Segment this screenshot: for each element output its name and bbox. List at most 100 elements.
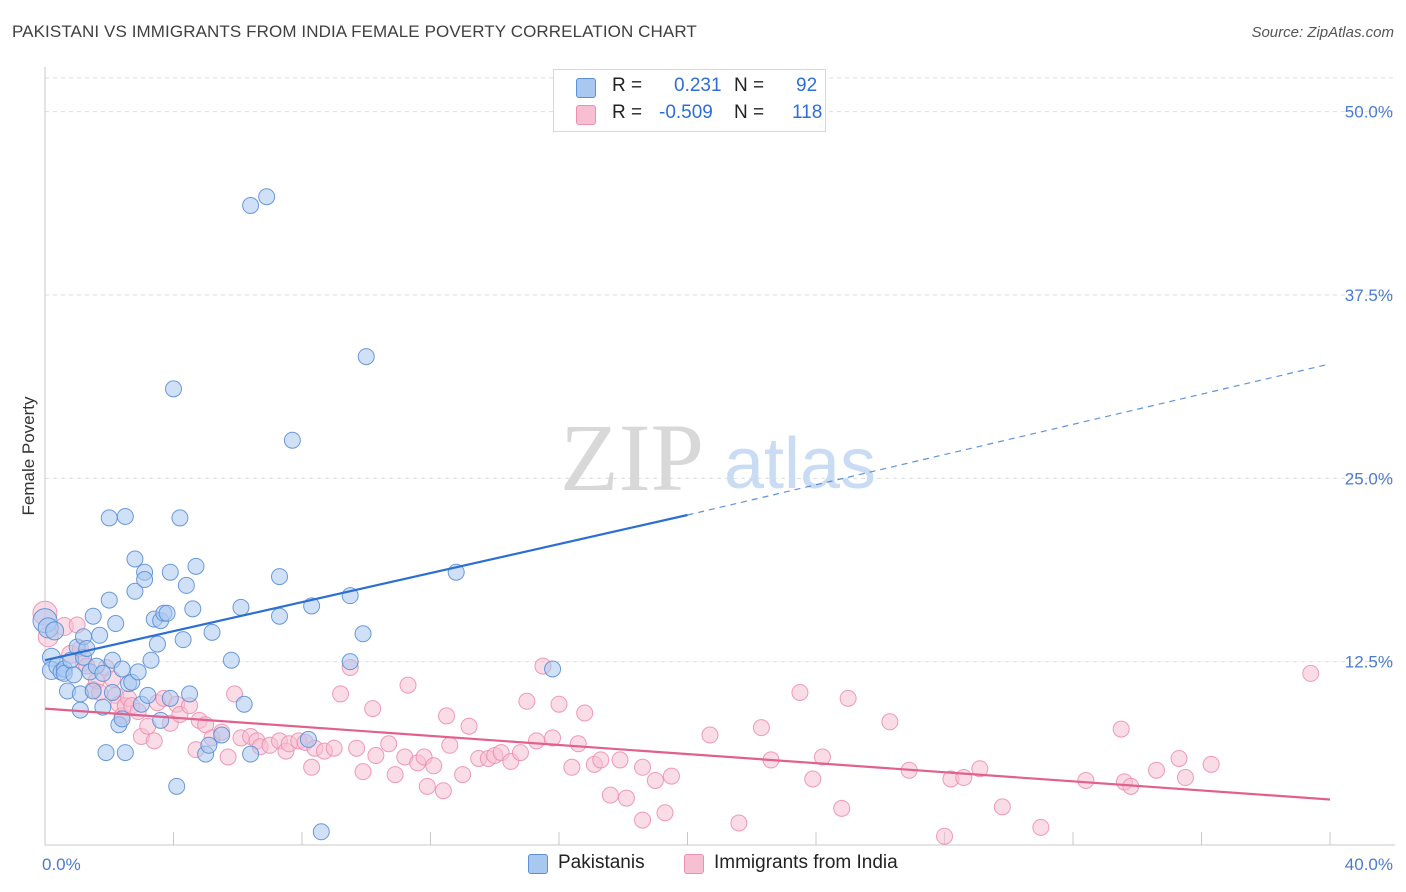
india-point	[752, 719, 770, 737]
india-point	[646, 771, 664, 789]
pakistani-point	[126, 582, 144, 600]
india-point	[544, 729, 562, 747]
y-tick-label: 12.5%	[1345, 653, 1393, 672]
series-label: Immigrants from India	[714, 852, 898, 873]
pakistani-point	[126, 550, 144, 568]
pakistani-point	[184, 600, 202, 618]
pakistani-point	[203, 623, 221, 641]
pakistani-point	[242, 745, 260, 763]
india-point	[441, 736, 459, 754]
pakistani-point	[152, 711, 170, 729]
y-tick-label: 37.5%	[1345, 286, 1393, 305]
pakistanis-trend-extension	[687, 363, 1331, 516]
pakistani-point	[171, 509, 189, 527]
india-point	[634, 758, 652, 776]
pakistani-point	[200, 736, 218, 754]
india-point	[813, 748, 831, 766]
india-point	[303, 758, 321, 776]
india-point	[993, 798, 1011, 816]
india-point	[617, 789, 635, 807]
legend-n-value: 92	[796, 75, 818, 96]
india-point	[634, 811, 652, 829]
grid-lines	[45, 77, 1395, 663]
pakistani-point	[148, 635, 166, 653]
india-point	[511, 744, 529, 762]
legend-r-value: 0.231	[674, 75, 722, 96]
y-tick-label: 50.0%	[1345, 103, 1393, 122]
pakistani-point	[94, 698, 112, 716]
pakistani-point	[100, 591, 118, 609]
india-point	[425, 757, 443, 775]
pakistani-point	[97, 744, 115, 762]
pakistani-point	[258, 188, 276, 206]
y-tick-label: 25.0%	[1345, 469, 1393, 488]
india-point	[839, 689, 857, 707]
pakistani-point	[161, 563, 179, 581]
india-point	[219, 748, 237, 766]
immigrants-india-points	[32, 600, 1320, 845]
pakistanis-trend-line	[44, 513, 688, 662]
watermark-atlas: atlas	[724, 424, 876, 504]
india-point	[592, 751, 610, 769]
india-point	[576, 704, 594, 722]
india-point	[550, 695, 568, 713]
india-point	[518, 692, 536, 710]
pakistani-point	[283, 431, 301, 449]
india-point	[730, 814, 748, 832]
pakistani-point	[161, 689, 179, 707]
pakistani-point	[103, 683, 121, 701]
india-point	[399, 676, 417, 694]
india-point	[1148, 761, 1166, 779]
india-point	[569, 735, 587, 753]
pakistani-point	[174, 631, 192, 649]
pakistani-point	[271, 568, 289, 586]
pakistani-point	[94, 664, 112, 682]
pakistani-point	[187, 557, 205, 575]
india-point	[936, 827, 953, 845]
legend-swatch-pink	[576, 105, 596, 125]
pakistani-point	[235, 695, 253, 713]
india-point	[1077, 771, 1095, 789]
pakistani-point	[354, 625, 372, 643]
pakistani-point	[299, 730, 317, 748]
legend-n-label: N =	[734, 102, 765, 123]
india-point	[386, 766, 404, 784]
legend-r-label: R =	[612, 102, 643, 123]
watermark-zip: ZIP	[560, 404, 704, 511]
pakistanis-points	[32, 188, 562, 841]
india-point	[1176, 769, 1194, 787]
pakistani-point	[222, 651, 240, 669]
source-label: Source: ZipAtlas.com	[1251, 24, 1394, 41]
x-tick-label: 40.0%	[1345, 855, 1393, 874]
legend-n-label: N =	[734, 75, 765, 96]
pakistani-point	[165, 380, 182, 398]
trend-lines	[44, 363, 1331, 801]
india-point	[833, 799, 851, 817]
pakistani-point	[242, 197, 260, 215]
pakistani-point	[84, 682, 102, 700]
india-point	[460, 717, 478, 735]
india-point	[1112, 720, 1130, 738]
legend-n-value: 118	[792, 102, 823, 123]
india-point	[348, 739, 366, 757]
india-point	[380, 735, 398, 753]
india-point	[454, 766, 472, 784]
india-point	[1170, 749, 1188, 767]
pakistani-point	[357, 348, 375, 366]
india-point	[354, 763, 372, 781]
pakistani-point	[341, 653, 359, 671]
india-point	[325, 739, 343, 757]
pakistani-point	[177, 576, 195, 594]
india-point	[662, 767, 680, 785]
india-trend-line	[44, 707, 1331, 801]
series-swatch-blue	[528, 854, 548, 874]
pakistani-point	[312, 823, 330, 841]
india-point	[563, 758, 581, 776]
india-point	[804, 770, 822, 788]
india-point	[791, 683, 809, 701]
india-point	[364, 700, 382, 718]
india-point	[145, 732, 163, 750]
pakistani-point	[139, 686, 157, 704]
india-point	[367, 747, 385, 765]
